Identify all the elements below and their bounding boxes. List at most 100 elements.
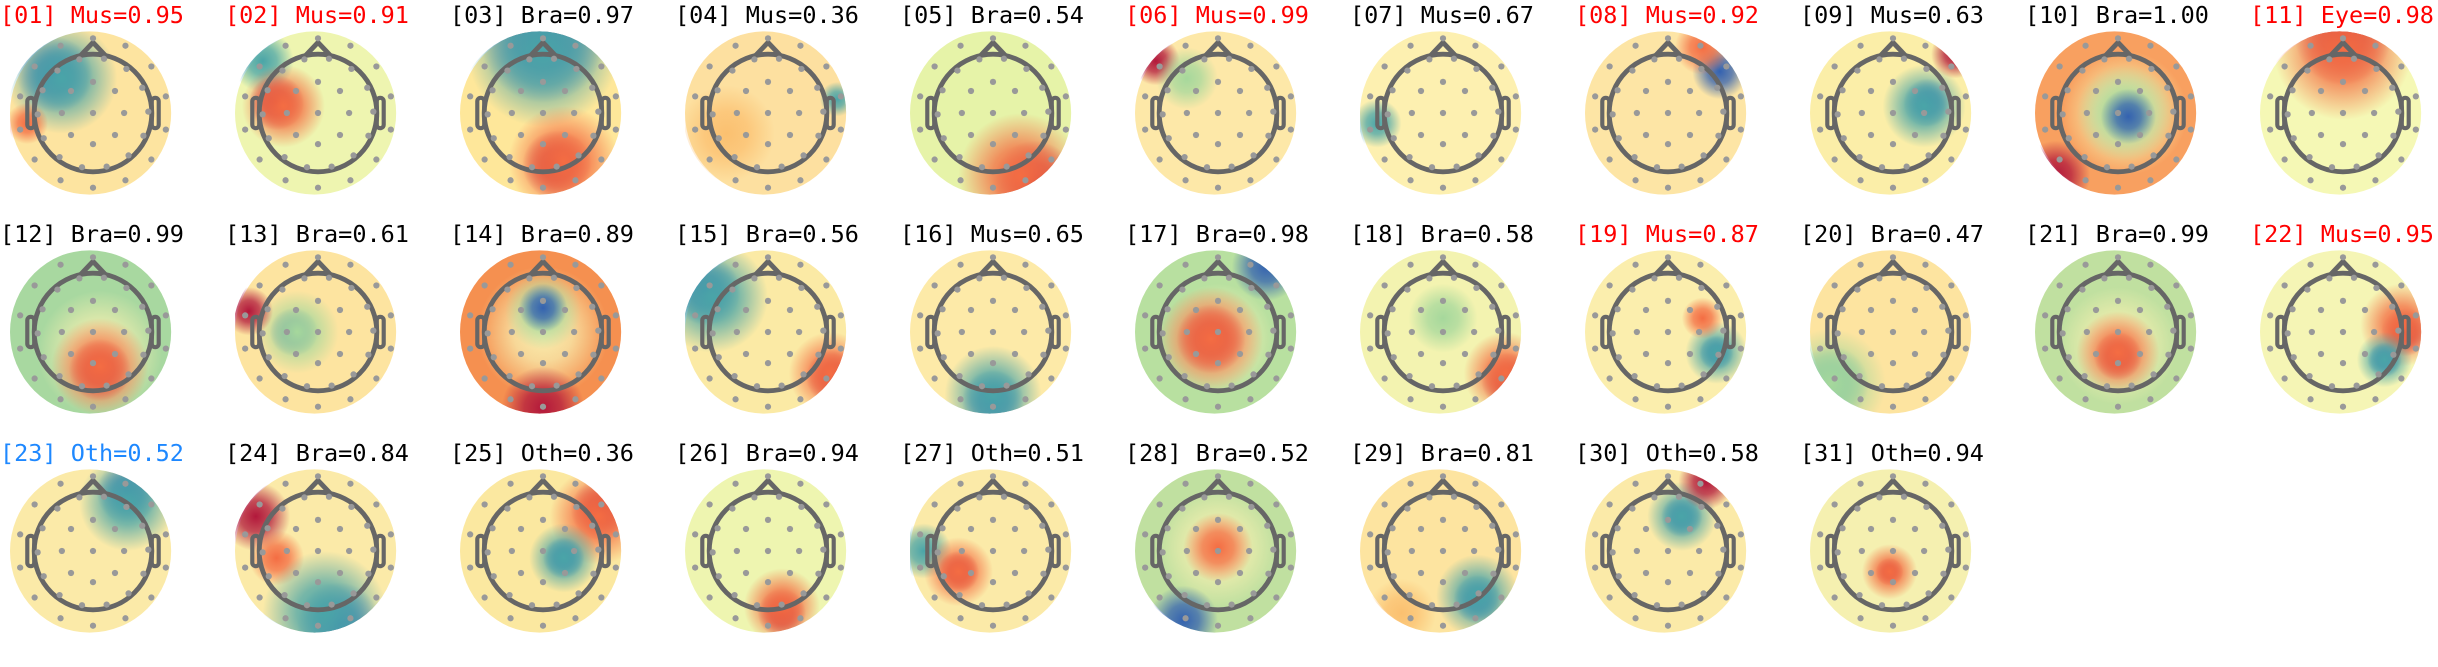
electrode-dot bbox=[1609, 111, 1616, 118]
electrode-dot bbox=[281, 591, 288, 599]
electrode-dot bbox=[1236, 306, 1244, 314]
electrode-dot bbox=[1000, 55, 1008, 62]
electrode-dot bbox=[1512, 345, 1519, 352]
electrode-dot bbox=[1714, 303, 1721, 310]
activation-blob bbox=[1159, 287, 1263, 391]
electrode-dot bbox=[1407, 177, 1414, 184]
electrode-dot bbox=[815, 570, 822, 577]
electrode-dot bbox=[797, 177, 804, 184]
electrode-dot bbox=[823, 375, 830, 382]
electrode-dot bbox=[1857, 396, 1864, 403]
component-4: [04] Mus=0.36 bbox=[675, 0, 900, 219]
electrode-dot bbox=[1737, 312, 1744, 319]
electrode-dot bbox=[989, 328, 997, 336]
topomap bbox=[10, 469, 172, 633]
left-ear bbox=[1825, 533, 1837, 569]
electrode-dot bbox=[148, 375, 155, 382]
electrode-dot bbox=[2170, 108, 2177, 115]
electrode-dot bbox=[1040, 132, 1047, 139]
electrode-dot bbox=[550, 274, 558, 281]
electrode-dot bbox=[2165, 351, 2172, 358]
electrode-dot bbox=[1273, 594, 1280, 601]
electrode-dot bbox=[2353, 163, 2360, 170]
electrode-dot bbox=[2307, 177, 2314, 184]
electrode-dot bbox=[957, 261, 964, 268]
right-ear bbox=[1274, 314, 1286, 350]
electrode-dot bbox=[1156, 63, 1163, 70]
electrode-dot bbox=[2372, 177, 2379, 184]
electrode-dot bbox=[1389, 306, 1396, 313]
electrode-dot bbox=[1179, 67, 1186, 74]
electrode-dot bbox=[742, 525, 750, 533]
electrode-dot bbox=[1165, 354, 1172, 361]
electrode-dot bbox=[706, 63, 713, 70]
electrode-dot bbox=[1225, 55, 1233, 62]
nose bbox=[753, 257, 783, 277]
electrode-dot bbox=[976, 56, 983, 63]
electrode-dot bbox=[572, 261, 579, 268]
electrode-dot bbox=[2307, 261, 2314, 268]
electrode-dot bbox=[1664, 297, 1672, 304]
electrode-dot bbox=[1404, 505, 1411, 512]
electrode-dot bbox=[539, 109, 547, 117]
electrode-dot bbox=[612, 564, 619, 571]
electrode-dot bbox=[1214, 547, 1222, 555]
electrode-dot bbox=[1632, 396, 1639, 403]
left-ear bbox=[1375, 95, 1387, 131]
electrode-dot bbox=[54, 286, 61, 293]
nose bbox=[1203, 257, 1233, 277]
electrode-dot bbox=[1592, 345, 1599, 352]
electrode-dot bbox=[292, 306, 300, 314]
electrode-dot bbox=[1236, 350, 1244, 358]
electrode-dot bbox=[2339, 297, 2347, 304]
electrode-dot bbox=[1631, 591, 1638, 599]
electrode-dot bbox=[1948, 156, 1955, 163]
electrode-dot bbox=[550, 493, 558, 500]
electrode-dot bbox=[1062, 345, 1069, 352]
electrode-dot bbox=[1192, 131, 1200, 139]
left-ear bbox=[250, 533, 262, 569]
electrode-dot bbox=[121, 328, 128, 336]
topomap bbox=[460, 31, 622, 195]
component-title: [03] Bra=0.97 bbox=[450, 1, 634, 29]
electrode-dot bbox=[1878, 164, 1886, 171]
nose bbox=[528, 257, 558, 277]
electrode-dot bbox=[958, 547, 965, 555]
electrode-dot bbox=[797, 396, 804, 403]
electrode-dot bbox=[612, 531, 619, 538]
electrode-dot bbox=[373, 156, 380, 163]
electrode-dot bbox=[1615, 135, 1622, 142]
right-ear bbox=[374, 314, 386, 350]
electrode-dot bbox=[715, 135, 722, 142]
electrode-dot bbox=[111, 569, 119, 577]
electrode-dot bbox=[365, 570, 372, 577]
electrode-dot bbox=[1592, 312, 1599, 319]
electrode-dot bbox=[1606, 501, 1613, 508]
electrode-dot bbox=[786, 350, 794, 358]
electrode-dot bbox=[111, 87, 119, 95]
electrode-dot bbox=[2147, 396, 2154, 403]
activation-blob bbox=[1861, 544, 1918, 600]
electrode-dot bbox=[282, 615, 289, 622]
electrode-dot bbox=[572, 42, 579, 49]
electrode-dot bbox=[751, 56, 758, 63]
electrode-dot bbox=[796, 547, 803, 555]
electrode-dot bbox=[940, 354, 947, 361]
electrode-dot bbox=[76, 56, 83, 63]
electrode-dot bbox=[2173, 375, 2180, 382]
electrode-dot bbox=[1367, 564, 1374, 571]
electrode-dot bbox=[2147, 42, 2154, 49]
electrode-dot bbox=[2371, 328, 2378, 336]
electrode-dot bbox=[1156, 375, 1163, 382]
electrode-dot bbox=[1045, 546, 1052, 553]
electrode-dot bbox=[303, 383, 311, 390]
electrode-dot bbox=[1632, 177, 1639, 184]
electrode-dot bbox=[31, 282, 38, 289]
electrode-dot bbox=[1192, 525, 1200, 533]
left-ear bbox=[700, 95, 712, 131]
electrode-dot bbox=[1142, 345, 1149, 352]
left-ear bbox=[925, 533, 937, 569]
electrode-dot bbox=[820, 327, 827, 334]
electrode-dot bbox=[1472, 396, 1479, 403]
electrode-dot bbox=[76, 275, 83, 282]
